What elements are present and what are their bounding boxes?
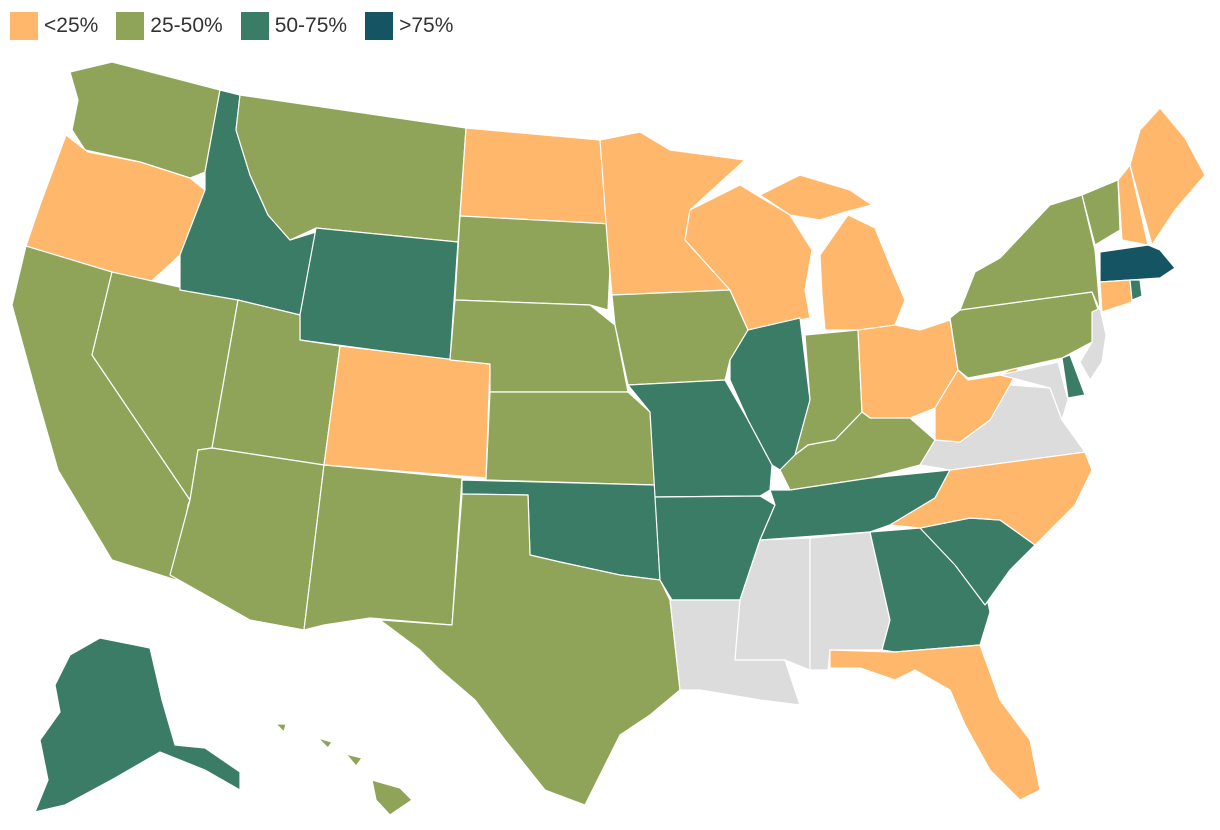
map-legend: <25% 25-50% 50-75% >75%	[10, 12, 471, 40]
state-mi[interactable]	[819, 214, 906, 331]
state-ct[interactable]	[1099, 279, 1133, 313]
state-ky[interactable]	[779, 411, 936, 491]
legend-item-lt25: <25%	[10, 12, 98, 40]
state-nd[interactable]	[459, 127, 613, 225]
state-tx[interactable]	[379, 493, 681, 806]
state-fl[interactable]	[829, 644, 1041, 801]
legend-swatch-50to75	[240, 12, 269, 40]
state-wi[interactable]	[684, 184, 813, 331]
state-wy[interactable]	[299, 227, 459, 361]
state-ks[interactable]	[485, 391, 656, 486]
state-nm[interactable]	[303, 464, 463, 631]
state-de[interactable]	[1061, 354, 1086, 399]
state-vt[interactable]	[1081, 179, 1121, 246]
state-sd[interactable]	[454, 215, 613, 311]
legend-item-gt75: >75%	[365, 12, 453, 40]
state-il[interactable]	[729, 317, 811, 471]
legend-label-lt25: <25%	[44, 14, 99, 37]
state-ia[interactable]	[611, 289, 749, 386]
state-ma[interactable]	[1099, 244, 1176, 283]
state-nj[interactable]	[1079, 307, 1107, 381]
legend-swatch-lt25	[10, 12, 38, 40]
state-hi[interactable]	[275, 723, 413, 816]
legend-item-25to50: 25-50%	[116, 12, 223, 40]
state-ak[interactable]	[34, 637, 241, 813]
legend-item-50to75: 50-75%	[240, 12, 348, 40]
state-me[interactable]	[1129, 107, 1206, 246]
legend-label-25to50: 25-50%	[150, 14, 223, 37]
legend-swatch-25to50	[116, 12, 145, 40]
state-ny[interactable]	[959, 194, 1101, 311]
legend-swatch-gt75	[365, 12, 394, 40]
state-md[interactable]	[999, 361, 1069, 421]
state-mi-upper[interactable]	[759, 174, 873, 221]
legend-label-gt75: >75%	[399, 14, 454, 37]
state-ri[interactable]	[1129, 279, 1143, 301]
legend-label-50to75: 50-75%	[274, 14, 348, 37]
state-co[interactable]	[323, 345, 491, 479]
